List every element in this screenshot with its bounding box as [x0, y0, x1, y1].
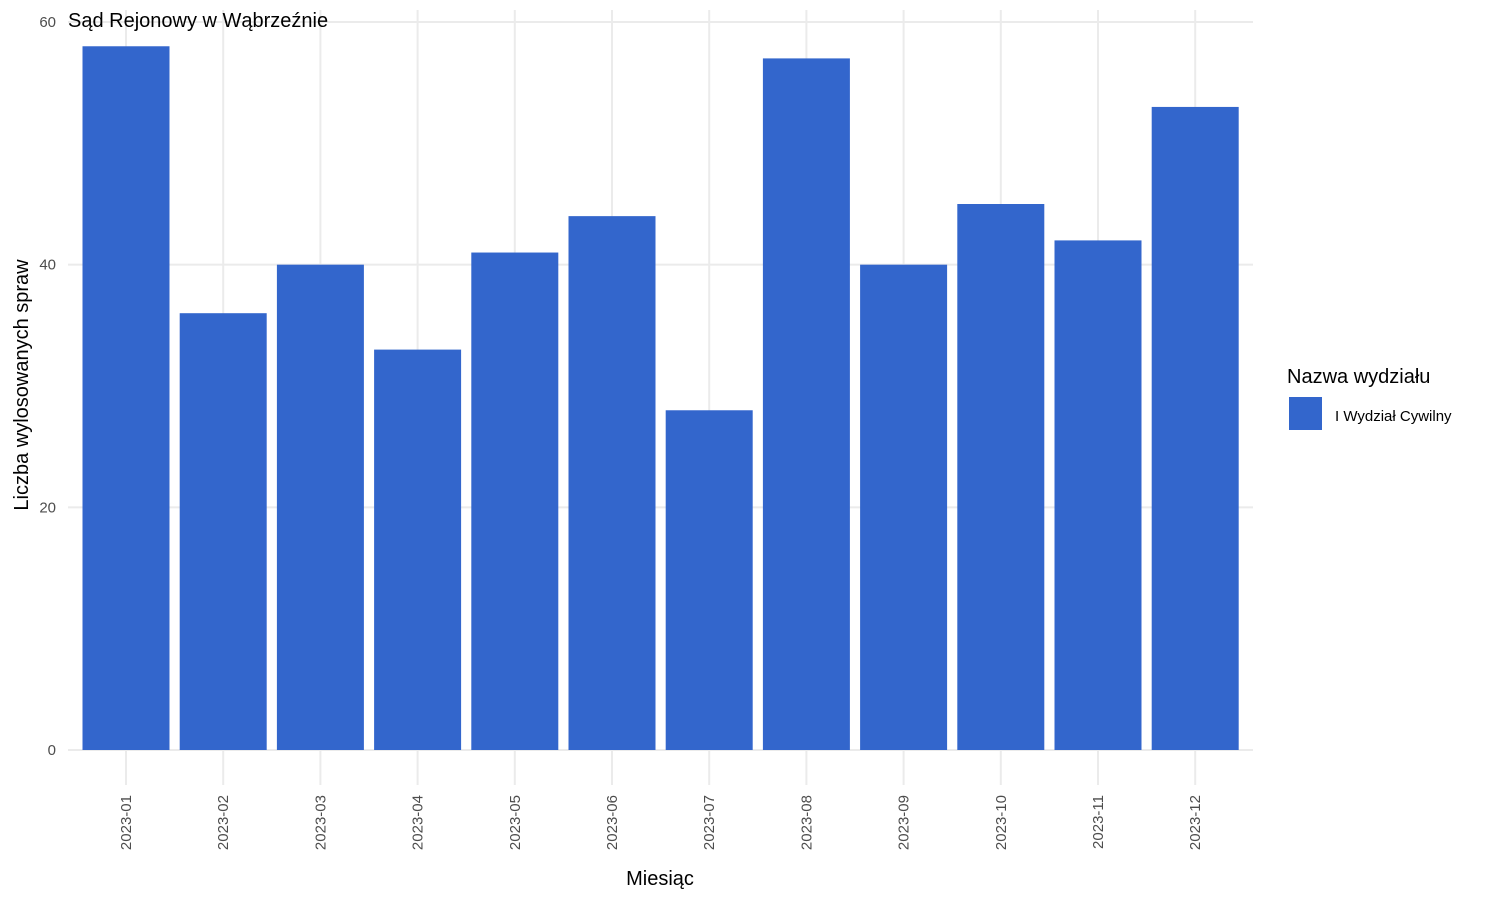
bar-2023-02: [179, 313, 267, 750]
x-tick-label: 2023-02: [215, 795, 232, 850]
x-axis-ticks: 2023-01 2023-02 2023-03 2023-04 2023-05 2023-…: [118, 795, 1204, 850]
y-tick-label: 20: [39, 499, 56, 516]
y-tick-label: 40: [39, 257, 56, 274]
x-tick-label: 2023-06: [604, 795, 621, 850]
x-tick-label: 2023-08: [798, 795, 815, 850]
y-axis-ticks: 0 20 40 60: [39, 14, 56, 759]
legend-label: I Wydział Cywilny: [1335, 408, 1452, 425]
bar-2023-12: [1151, 106, 1239, 750]
legend-title: Nazwa wydziału: [1287, 366, 1430, 388]
bar-2023-04: [374, 349, 462, 750]
y-axis-title: Liczba wylosowanych spraw: [11, 259, 33, 511]
chart-title: Sąd Rejonowy w Wąbrzeźnie: [68, 10, 328, 32]
bar-2023-08: [762, 58, 850, 750]
bar-2023-10: [957, 204, 1045, 750]
x-tick-label: 2023-10: [993, 795, 1010, 850]
bar-2023-05: [471, 252, 559, 751]
x-tick-label: 2023-01: [118, 795, 135, 850]
bar-2023-11: [1054, 240, 1142, 750]
bar-2023-09: [860, 264, 948, 750]
x-tick-label: 2023-03: [312, 795, 329, 850]
bar-2023-06: [568, 216, 656, 751]
bar-2023-01: [82, 46, 170, 751]
legend: Nazwa wydziału I Wydział Cywilny: [1287, 366, 1452, 430]
x-tick-label: 2023-04: [410, 795, 427, 850]
x-axis-title: Miesiąc: [626, 868, 694, 890]
bars: [82, 46, 1239, 751]
bar-2023-07: [665, 410, 753, 750]
x-tick-label: 2023-12: [1187, 795, 1204, 850]
y-tick-label: 60: [39, 14, 56, 31]
y-tick-label: 0: [48, 742, 56, 759]
x-tick-label: 2023-11: [1090, 795, 1107, 849]
x-tick-label: 2023-05: [507, 795, 524, 850]
bar-2023-03: [276, 264, 364, 750]
legend-swatch: [1289, 397, 1322, 430]
x-tick-label: 2023-09: [896, 795, 913, 850]
x-tick-label: 2023-07: [701, 795, 718, 850]
